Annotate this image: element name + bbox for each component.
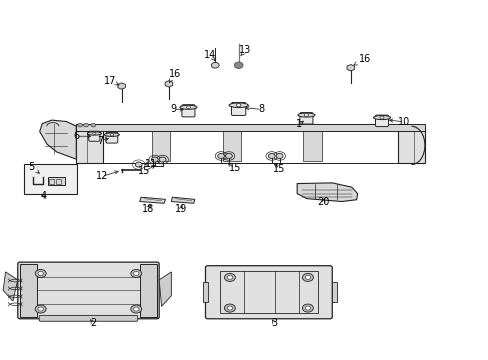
Circle shape: [268, 153, 275, 158]
Circle shape: [133, 307, 139, 311]
Bar: [222, 130, 241, 161]
Circle shape: [159, 157, 165, 162]
Polygon shape: [118, 83, 125, 89]
Text: 15: 15: [138, 166, 150, 176]
Text: 16: 16: [168, 69, 181, 79]
Polygon shape: [171, 197, 194, 203]
Circle shape: [35, 305, 46, 313]
Circle shape: [211, 62, 219, 68]
Polygon shape: [297, 183, 357, 202]
Circle shape: [186, 106, 190, 109]
Circle shape: [35, 269, 46, 278]
Circle shape: [38, 307, 43, 311]
Circle shape: [83, 123, 88, 127]
Polygon shape: [3, 272, 18, 301]
Ellipse shape: [297, 113, 314, 117]
Text: 15: 15: [228, 163, 241, 173]
Bar: [397, 128, 424, 163]
Text: 16: 16: [359, 54, 371, 64]
Text: 12: 12: [96, 171, 108, 181]
Bar: [20, 264, 37, 317]
Circle shape: [91, 123, 96, 127]
Text: 4: 4: [41, 191, 46, 201]
FancyBboxPatch shape: [299, 113, 312, 124]
Ellipse shape: [228, 103, 248, 108]
Circle shape: [302, 304, 313, 312]
Circle shape: [305, 275, 310, 279]
Text: 11: 11: [144, 158, 157, 168]
Bar: [203, 282, 207, 302]
Circle shape: [304, 114, 308, 117]
Circle shape: [225, 153, 232, 158]
Circle shape: [302, 273, 313, 282]
Circle shape: [224, 273, 235, 282]
Circle shape: [379, 116, 383, 119]
Circle shape: [305, 306, 310, 310]
Circle shape: [276, 153, 283, 158]
Text: 7: 7: [97, 136, 103, 145]
Text: 6: 6: [73, 131, 79, 141]
Text: 8: 8: [258, 104, 264, 114]
Circle shape: [78, 123, 82, 127]
Text: 1: 1: [295, 120, 302, 129]
Circle shape: [151, 157, 158, 162]
Bar: [76, 124, 424, 131]
FancyBboxPatch shape: [88, 131, 100, 141]
Text: 5: 5: [28, 162, 34, 172]
Polygon shape: [40, 120, 76, 159]
Polygon shape: [165, 81, 172, 87]
Bar: [140, 264, 157, 317]
Circle shape: [224, 304, 235, 312]
Bar: [49, 179, 54, 184]
FancyBboxPatch shape: [182, 105, 195, 117]
FancyBboxPatch shape: [231, 103, 245, 116]
Bar: [220, 271, 317, 313]
Text: 18: 18: [142, 204, 154, 214]
Text: 17: 17: [104, 76, 116, 86]
FancyBboxPatch shape: [39, 315, 138, 321]
FancyBboxPatch shape: [205, 266, 331, 319]
Circle shape: [234, 62, 243, 68]
Ellipse shape: [373, 116, 390, 120]
Text: 20: 20: [317, 197, 329, 207]
Text: 10: 10: [398, 117, 410, 127]
Polygon shape: [346, 64, 354, 71]
FancyBboxPatch shape: [106, 132, 118, 143]
Bar: [331, 282, 336, 302]
Polygon shape: [159, 272, 171, 306]
Bar: [152, 130, 170, 161]
FancyBboxPatch shape: [18, 262, 159, 319]
Text: 14: 14: [204, 50, 216, 60]
Bar: [56, 179, 61, 184]
Circle shape: [227, 275, 232, 279]
Text: 3: 3: [271, 319, 277, 328]
Bar: [24, 164, 77, 194]
Text: 15: 15: [273, 164, 285, 174]
Ellipse shape: [180, 105, 197, 109]
Bar: [303, 130, 321, 161]
Text: 2: 2: [90, 319, 96, 328]
Circle shape: [133, 271, 139, 275]
Circle shape: [135, 162, 142, 167]
Ellipse shape: [87, 132, 101, 135]
Circle shape: [110, 134, 113, 136]
Circle shape: [38, 271, 43, 275]
Circle shape: [227, 306, 232, 310]
Text: 19: 19: [175, 204, 187, 214]
Text: 9: 9: [170, 104, 177, 114]
Circle shape: [236, 104, 241, 107]
FancyBboxPatch shape: [375, 115, 388, 127]
Circle shape: [130, 305, 142, 313]
Circle shape: [130, 269, 142, 278]
Polygon shape: [140, 197, 165, 203]
Text: 13: 13: [239, 45, 251, 55]
Bar: [47, 177, 65, 185]
Circle shape: [93, 132, 96, 135]
Circle shape: [217, 153, 224, 158]
Bar: [76, 128, 103, 163]
Ellipse shape: [104, 133, 119, 136]
